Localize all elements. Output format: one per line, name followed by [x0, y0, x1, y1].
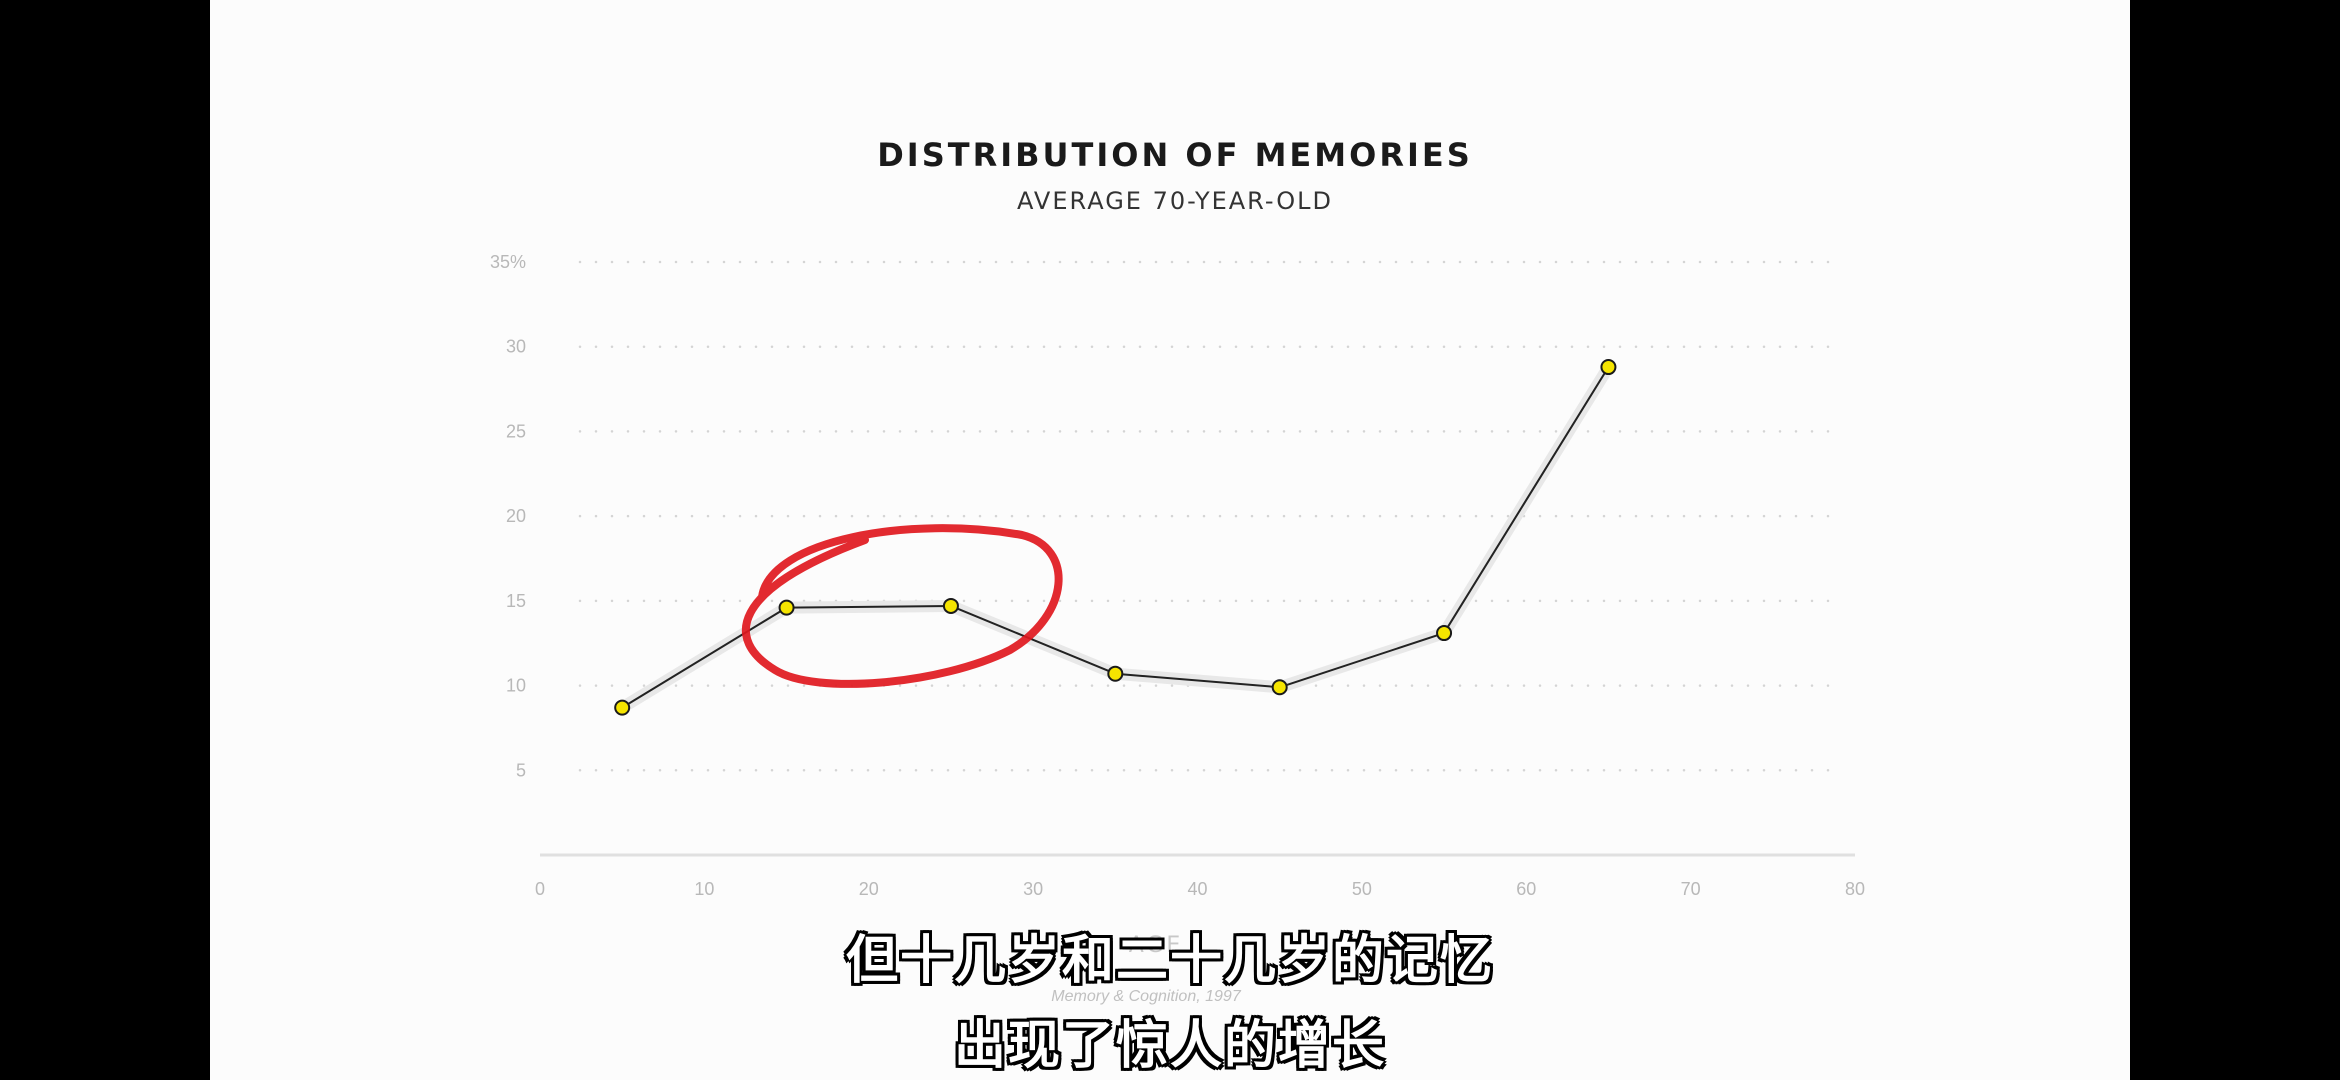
video-frame: DISTRIBUTION OF MEMORIES AVERAGE 70-YEAR…	[210, 0, 2130, 1080]
x-tick-label: 70	[1681, 879, 1701, 899]
data-point	[1436, 625, 1453, 642]
data-point	[942, 597, 959, 614]
source-note: Memory & Cognition, 1997	[1051, 988, 1242, 1005]
y-tick-label: 10	[506, 676, 526, 696]
y-tick-label: 25	[506, 421, 526, 441]
caption-line-1: 但十几岁和二十几岁的记忆	[845, 931, 1494, 991]
caption-line-2: 出现了惊人的增长	[953, 1016, 1386, 1076]
y-tick-label: 30	[506, 337, 526, 357]
y-axis-ticks: 5 10 15 20 25 30 35%	[490, 252, 526, 780]
annotation-circle	[741, 524, 1063, 688]
x-tick-label: 10	[694, 879, 714, 899]
series-glow	[619, 363, 1614, 713]
grid-lines	[578, 260, 1832, 772]
x-tick-label: 30	[1023, 879, 1043, 899]
data-point	[778, 599, 795, 616]
y-tick-label: 5	[516, 760, 526, 780]
data-point	[1600, 359, 1617, 376]
x-tick-label: 0	[535, 879, 545, 899]
x-tick-label: 20	[859, 879, 879, 899]
x-tick-label: 40	[1187, 879, 1207, 899]
y-tick-label: 35%	[490, 252, 526, 272]
data-point	[1271, 679, 1288, 696]
chart-title: DISTRIBUTION OF MEMORIES	[877, 136, 1473, 174]
line-chart: DISTRIBUTION OF MEMORIES AVERAGE 70-YEAR…	[490, 136, 1865, 1005]
y-tick-label: 20	[506, 506, 526, 526]
series-line	[621, 366, 1610, 709]
x-tick-label: 60	[1516, 879, 1536, 899]
x-tick-label: 80	[1845, 879, 1865, 899]
y-tick-label: 15	[506, 591, 526, 611]
data-point	[614, 699, 631, 716]
series-layer	[614, 359, 1617, 716]
chart-subtitle: AVERAGE 70-YEAR-OLD	[1017, 187, 1333, 215]
data-point	[1107, 665, 1124, 682]
x-axis-ticks: 0 10 20 30 40 50 60 70 80	[535, 879, 1865, 899]
x-axis-label: AGE	[1129, 933, 1184, 958]
x-tick-label: 50	[1352, 879, 1372, 899]
